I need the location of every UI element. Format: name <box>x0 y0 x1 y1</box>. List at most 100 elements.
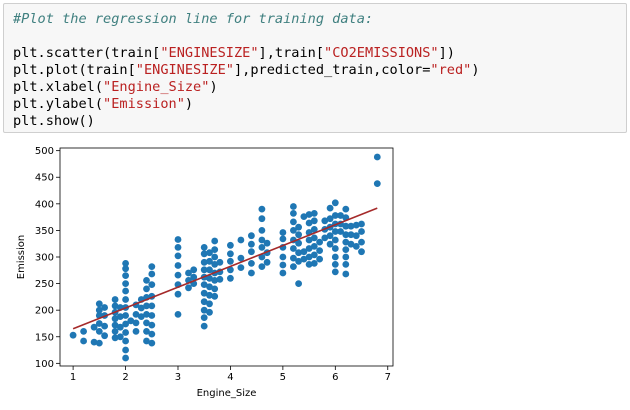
data-point <box>174 252 182 260</box>
data-point <box>211 253 219 261</box>
data-point <box>143 337 150 345</box>
data-point <box>143 277 150 284</box>
data-point <box>132 319 140 327</box>
data-point <box>90 338 98 346</box>
data-point <box>290 227 297 234</box>
data-point <box>143 319 150 327</box>
data-point <box>342 253 350 261</box>
data-point <box>227 274 234 282</box>
data-point <box>200 266 208 274</box>
data-point <box>347 231 355 239</box>
code-token: ],train[ <box>258 45 325 61</box>
data-point <box>290 254 297 262</box>
data-point <box>111 334 119 342</box>
code-token: plt.plot(train[ <box>13 62 136 78</box>
data-point <box>358 220 365 228</box>
data-point <box>200 298 208 306</box>
data-point <box>290 218 297 226</box>
data-point <box>258 215 266 223</box>
data-point <box>143 311 150 318</box>
data-point <box>174 290 182 298</box>
data-point <box>137 313 145 320</box>
data-point <box>122 265 129 273</box>
data-point <box>227 257 234 265</box>
data-point <box>216 275 224 283</box>
data-point <box>263 239 271 247</box>
data-point <box>316 255 323 263</box>
data-point <box>211 237 219 245</box>
data-point <box>190 273 198 281</box>
data-point <box>248 269 255 277</box>
data-point <box>373 153 381 161</box>
data-point <box>331 236 339 244</box>
x-tick-label: 3 <box>175 372 181 383</box>
code-token: ) <box>184 96 194 112</box>
y-tick-label: 150 <box>35 332 54 343</box>
data-point <box>258 227 266 234</box>
data-point <box>310 243 318 250</box>
data-point <box>132 311 140 318</box>
code-cell[interactable]: #Plot the regression line for training d… <box>3 3 627 133</box>
points-layer <box>69 153 381 362</box>
data-point <box>290 203 297 210</box>
data-point <box>122 272 129 279</box>
y-tick-label: 450 <box>35 173 54 184</box>
data-point <box>111 328 119 335</box>
x-axis-label: Engine_Size <box>197 388 257 399</box>
data-point <box>185 269 192 277</box>
data-point <box>295 231 302 239</box>
code-line-plot: plt.plot(train["ENGINESIZE"],predicted_t… <box>13 62 480 79</box>
data-point <box>122 329 129 336</box>
data-point <box>279 235 287 243</box>
data-point <box>174 236 182 243</box>
data-point <box>148 330 156 338</box>
y-axis-ticks: 100 150 200 250 300 350 400 450 500 <box>35 146 60 370</box>
data-point <box>326 204 334 212</box>
data-point <box>227 250 234 258</box>
y-tick-label: 250 <box>35 279 54 290</box>
x-tick-label: 2 <box>122 372 128 383</box>
data-point <box>310 260 318 267</box>
data-point <box>279 261 287 269</box>
y-tick-label: 500 <box>35 146 54 157</box>
code-string: "Emission" <box>103 96 185 112</box>
data-point <box>122 337 129 345</box>
code-string: "CO2EMISSIONS" <box>324 45 439 61</box>
data-point <box>211 292 219 300</box>
data-point <box>331 212 339 219</box>
data-point <box>90 323 98 331</box>
data-point <box>321 234 329 242</box>
data-point <box>206 266 213 274</box>
code-string: "ENGINESIZE" <box>135 62 234 78</box>
data-point <box>352 221 360 229</box>
data-point <box>295 257 302 265</box>
data-point <box>305 219 313 227</box>
data-point <box>300 248 308 256</box>
data-point <box>227 266 234 274</box>
code-token: plt.ylabel( <box>13 96 104 112</box>
data-point <box>216 258 224 266</box>
y-tick-label: 400 <box>35 199 54 210</box>
data-point <box>358 238 365 246</box>
data-point <box>206 291 213 299</box>
x-tick-label: 5 <box>280 372 286 383</box>
data-point <box>80 337 87 345</box>
code-token: ) <box>209 79 218 95</box>
data-point <box>148 270 156 278</box>
data-point <box>111 302 119 310</box>
data-point <box>342 261 350 268</box>
data-point <box>310 226 318 233</box>
code-line-scatter: plt.scatter(train["ENGINESIZE"],train["C… <box>13 45 455 62</box>
x-axis-ticks: 1 2 3 4 5 6 7 <box>70 366 391 383</box>
data-point <box>326 215 334 223</box>
data-point <box>200 306 208 314</box>
data-point <box>148 321 156 329</box>
code-string: "Engine_Size" <box>103 79 210 95</box>
data-point <box>248 260 255 267</box>
data-point <box>258 205 266 213</box>
data-point <box>310 210 318 217</box>
data-point <box>185 284 192 292</box>
data-point <box>258 244 266 251</box>
data-point <box>331 228 339 235</box>
x-tick-label: 7 <box>385 372 391 383</box>
